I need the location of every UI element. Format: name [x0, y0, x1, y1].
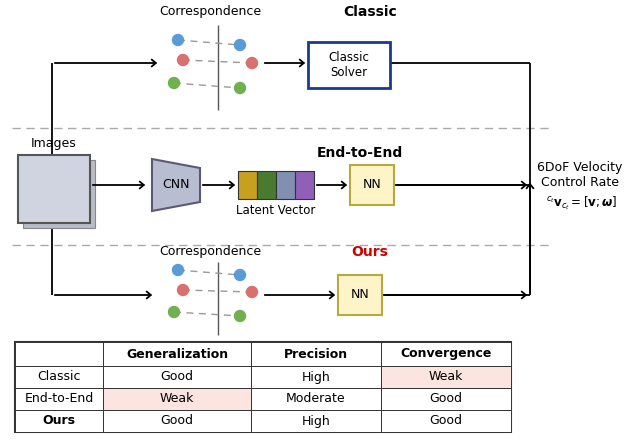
Bar	[23, 160, 95, 228]
Text: High: High	[301, 370, 330, 384]
Bar	[308, 42, 390, 88]
Circle shape	[173, 34, 184, 46]
Bar	[381, 342, 511, 366]
Text: Precision: Precision	[284, 347, 348, 361]
Bar	[103, 342, 251, 366]
Text: Classic
Solver: Classic Solver	[328, 51, 369, 79]
Bar	[381, 366, 511, 388]
Bar	[103, 388, 251, 410]
Bar	[251, 410, 381, 432]
Circle shape	[234, 270, 246, 281]
Bar	[15, 366, 103, 388]
Text: Good: Good	[161, 415, 193, 427]
Text: Generalization: Generalization	[126, 347, 228, 361]
Text: Latent Vector: Latent Vector	[236, 205, 316, 217]
Text: End-to-End: End-to-End	[24, 392, 93, 405]
Text: Classic: Classic	[343, 5, 397, 19]
Text: Correspondence: Correspondence	[159, 5, 261, 19]
Bar	[295, 171, 314, 199]
Bar	[103, 366, 251, 388]
Text: Good: Good	[429, 392, 463, 405]
Text: 6DoF Velocity: 6DoF Velocity	[538, 161, 623, 175]
Circle shape	[234, 39, 246, 50]
Bar	[15, 342, 511, 432]
Circle shape	[234, 83, 246, 94]
Bar	[381, 410, 511, 432]
Text: Moderate: Moderate	[286, 392, 346, 405]
Bar	[251, 388, 381, 410]
Bar	[251, 342, 381, 366]
Text: Ours: Ours	[42, 415, 76, 427]
Text: NN: NN	[351, 289, 369, 301]
Circle shape	[168, 77, 179, 88]
Text: NN: NN	[363, 179, 381, 191]
Bar	[18, 155, 90, 223]
Circle shape	[168, 306, 179, 317]
Text: Good: Good	[161, 370, 193, 384]
Bar	[15, 410, 103, 432]
Text: Weak: Weak	[429, 370, 463, 384]
Bar	[15, 342, 103, 366]
Text: Weak: Weak	[160, 392, 194, 405]
Bar	[15, 388, 103, 410]
Text: End-to-End: End-to-End	[317, 146, 403, 160]
Text: Convergence: Convergence	[400, 347, 492, 361]
Circle shape	[177, 54, 189, 65]
Bar	[276, 171, 295, 199]
Polygon shape	[152, 159, 200, 211]
Bar	[381, 388, 511, 410]
Circle shape	[173, 264, 184, 275]
Circle shape	[234, 310, 246, 321]
Text: Ours: Ours	[351, 245, 388, 259]
Text: Images: Images	[31, 137, 77, 149]
Circle shape	[246, 57, 257, 69]
Bar	[257, 171, 276, 199]
Text: $^{c_t}\mathbf{v}_{c_t} = [\mathbf{v}; \boldsymbol{\omega}]$: $^{c_t}\mathbf{v}_{c_t} = [\mathbf{v}; \…	[547, 194, 618, 212]
Circle shape	[177, 285, 189, 296]
Bar	[338, 275, 382, 315]
Text: Good: Good	[429, 415, 463, 427]
Bar	[251, 366, 381, 388]
Text: Control Rate: Control Rate	[541, 175, 619, 188]
Bar	[238, 171, 257, 199]
Text: Classic: Classic	[37, 370, 81, 384]
Text: High: High	[301, 415, 330, 427]
Text: CNN: CNN	[163, 179, 189, 191]
Bar	[103, 410, 251, 432]
Circle shape	[246, 286, 257, 297]
Text: Correspondence: Correspondence	[159, 245, 261, 259]
Bar	[350, 165, 394, 205]
